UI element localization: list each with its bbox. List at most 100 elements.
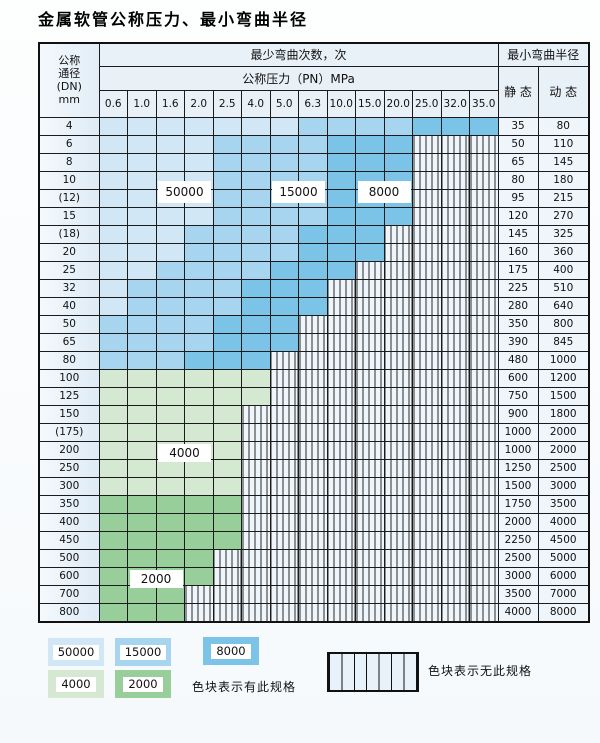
- no-spec-cell: [298, 404, 328, 424]
- static-radius-value: 95: [497, 188, 539, 208]
- spec-cell: [241, 386, 271, 406]
- spec-cell: [326, 116, 356, 136]
- spec-cell: [269, 332, 299, 352]
- spec-cell: [98, 206, 128, 226]
- no-spec-cell: [440, 422, 470, 442]
- spec-cell: [241, 170, 271, 190]
- no-spec-cell: [440, 188, 470, 208]
- spec-cell: [155, 512, 185, 532]
- no-spec-cell: [469, 584, 499, 604]
- dynamic-radius-value: 510: [537, 278, 590, 298]
- spec-cell: [184, 476, 214, 496]
- no-spec-cell: [469, 476, 499, 496]
- pressure-column-header: 35.0: [469, 89, 499, 118]
- no-spec-cell: [440, 584, 470, 604]
- spec-cell: [184, 224, 214, 244]
- no-spec-cell: [383, 440, 413, 460]
- static-radius-value: 600: [497, 368, 539, 388]
- spec-cell: [127, 458, 157, 478]
- no-spec-cell: [412, 152, 442, 172]
- spec-cell: [98, 494, 128, 514]
- no-spec-cell: [383, 242, 413, 262]
- spec-cell: [127, 152, 157, 172]
- bend-count-label: 2000: [129, 570, 183, 588]
- no-spec-cell: [469, 188, 499, 208]
- no-spec-cell: [241, 476, 271, 496]
- dn-label: 40: [38, 296, 100, 316]
- no-spec-cell: [383, 224, 413, 244]
- no-spec-cell: [355, 422, 385, 442]
- dynamic-radius-value: 7000: [537, 584, 590, 604]
- spec-cell: [184, 152, 214, 172]
- spec-cell: [127, 332, 157, 352]
- no-spec-cell: [326, 458, 356, 478]
- dn-label: 125: [38, 386, 100, 406]
- table-row: 300 1500 3000: [38, 476, 590, 496]
- spec-cell: [326, 224, 356, 244]
- no-spec-cell: [326, 494, 356, 514]
- no-spec-cell: [440, 368, 470, 388]
- static-radius-value: 1500: [497, 476, 539, 496]
- no-spec-cell: [298, 476, 328, 496]
- no-spec-cell: [469, 350, 499, 370]
- no-spec-cell: [469, 134, 499, 154]
- bend-count-label: 4000: [158, 444, 211, 462]
- no-spec-cell: [440, 152, 470, 172]
- no-spec-cell: [469, 422, 499, 442]
- static-radius-value: 80: [497, 170, 539, 190]
- pressure-column-header: 4.0: [241, 89, 271, 118]
- no-spec-cell: [440, 494, 470, 514]
- spec-cell: [98, 566, 128, 586]
- spec-cell: [184, 386, 214, 406]
- spec-cell: [127, 242, 157, 262]
- spec-cell: [241, 368, 271, 388]
- dn-label: (18): [38, 224, 100, 244]
- dynamic-radius-value: 2000: [537, 440, 590, 460]
- no-spec-cell: [412, 422, 442, 442]
- no-spec-cell: [326, 368, 356, 388]
- no-spec-cell: [469, 170, 499, 190]
- no-spec-cell: [383, 602, 413, 622]
- spec-cell: [184, 494, 214, 514]
- no-spec-cell: [412, 188, 442, 208]
- no-spec-cell: [383, 422, 413, 442]
- no-spec-cell: [355, 386, 385, 406]
- spec-cell: [212, 440, 242, 460]
- table-row: 350 1750 3500: [38, 494, 590, 514]
- spec-cell: [155, 332, 185, 352]
- no-spec-cell: [469, 368, 499, 388]
- no-spec-cell: [298, 548, 328, 568]
- spec-cell: [212, 260, 242, 280]
- spec-cell: [355, 134, 385, 154]
- table-row: 40 280 640: [38, 296, 590, 316]
- no-spec-cell: [383, 314, 413, 334]
- static-radius-value: 50: [497, 134, 539, 154]
- dynamic-radius-value: 2000: [537, 422, 590, 442]
- dynamic-radius-value: 180: [537, 170, 590, 190]
- pressure-column-header: 2.5: [212, 89, 242, 118]
- no-spec-cell: [355, 512, 385, 532]
- spec-cell: [212, 278, 242, 298]
- static-radius-value: 2500: [497, 548, 539, 568]
- no-spec-cell: [412, 602, 442, 622]
- spec-cell: [155, 584, 185, 604]
- spec-cell: [212, 224, 242, 244]
- spec-cell: [326, 242, 356, 262]
- dn-label: 350: [38, 494, 100, 514]
- dynamic-radius-value: 1000: [537, 350, 590, 370]
- dn-label: 32: [38, 278, 100, 298]
- dn-label: 250: [38, 458, 100, 478]
- spec-cell: [98, 548, 128, 568]
- no-spec-cell: [298, 584, 328, 604]
- no-spec-cell: [412, 206, 442, 226]
- spec-cell: [155, 260, 185, 280]
- table-row: 32 225 510: [38, 278, 590, 298]
- no-spec-cell: [440, 278, 470, 298]
- dn-label: (175): [38, 422, 100, 442]
- no-spec-cell: [269, 530, 299, 550]
- pressure-column-header: 32.0: [440, 89, 470, 118]
- no-spec-cell: [412, 404, 442, 424]
- pressure-column-header: 25.0: [412, 89, 442, 118]
- dn-label: 15: [38, 206, 100, 226]
- spec-cell: [98, 188, 128, 208]
